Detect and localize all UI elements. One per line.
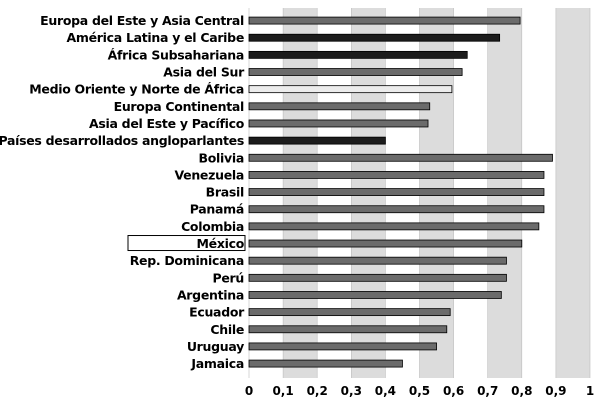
category-label: Chile [210, 322, 244, 337]
category-label: Brasil [206, 185, 244, 200]
bar-18 [248, 325, 448, 334]
category-label: Rep. Dominicana [130, 253, 244, 268]
category-label: Bolivia [199, 150, 244, 165]
bar-15 [248, 273, 507, 282]
category-label: México [197, 236, 245, 251]
bar-12 [248, 222, 540, 231]
bar-6 [248, 119, 429, 128]
bar-10 [248, 188, 545, 196]
bar-4 [248, 85, 453, 94]
x-tick-label: 0,3 [341, 384, 362, 398]
x-tick-label: 0,9 [545, 384, 566, 398]
category-label: América Latina y el Caribe [67, 30, 244, 45]
category-label: Venezuela [174, 167, 244, 182]
bar-2 [248, 50, 468, 59]
bar-0 [248, 16, 521, 25]
category-label: Asia del Este y Pacífico [89, 116, 245, 131]
category-label: Colombia [181, 219, 244, 234]
x-tick-label: 0,7 [477, 384, 498, 398]
highlight-box [127, 235, 246, 252]
category-label: Europa Continental [114, 99, 244, 114]
category-label: Argentina [177, 287, 244, 302]
bar-13 [248, 239, 523, 248]
bars [248, 16, 553, 368]
category-labels: Europa del Este y Asia Central América La… [0, 13, 246, 371]
bar-3 [248, 68, 463, 76]
bar-7 [248, 136, 386, 145]
category-label: Jamaica [190, 356, 244, 371]
category-label: Ecuador [189, 305, 245, 320]
category-label: Medio Oriente y Norte de África [29, 82, 244, 97]
x-tick-label: 0,8 [511, 384, 532, 398]
bar-5 [248, 102, 431, 111]
x-tick-label: 0,1 [272, 384, 293, 398]
bar-11 [248, 205, 545, 214]
bar-1 [248, 33, 501, 42]
category-label: Países desarrollados angloparlantes [0, 133, 244, 148]
x-tick-label: 0,6 [443, 384, 464, 398]
x-tick-label: 0,4 [375, 384, 396, 398]
category-label: Asia del Sur [163, 65, 245, 80]
bar-17 [248, 308, 451, 317]
bar-19 [248, 342, 437, 351]
bar-20 [248, 359, 403, 368]
category-label: África Subsahariana [108, 47, 244, 62]
x-tick-label: 1 [586, 384, 594, 398]
bar-8 [248, 153, 553, 162]
bar-14 [248, 256, 507, 265]
category-label: Europa del Este y Asia Central [40, 13, 244, 28]
bar-16 [248, 291, 502, 299]
x-tick-labels: 0 0,1 0,2 0,3 0,4 0,5 0,6 0,7 0,8 0,9 1 [245, 384, 594, 398]
category-label: Panamá [190, 202, 244, 217]
bar-9 [248, 171, 545, 179]
x-tick-label: 0,5 [409, 384, 430, 398]
x-tick-label: 0 [245, 384, 253, 398]
band-9 [555, 8, 590, 378]
category-label: Uruguay [187, 339, 244, 354]
category-label: Perú [212, 270, 244, 285]
x-tick-label: 0,2 [307, 384, 328, 398]
